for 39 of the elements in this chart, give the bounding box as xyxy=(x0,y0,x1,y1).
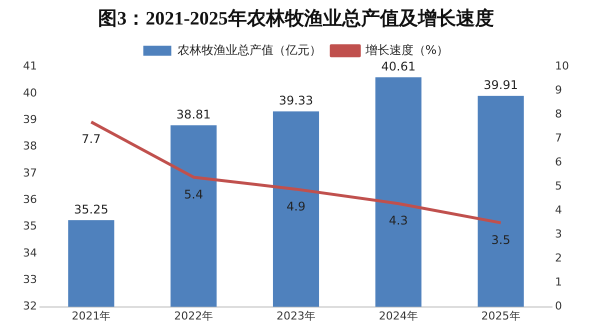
y2-tick-label: 6 xyxy=(555,156,562,169)
y-tick-label: 33 xyxy=(22,272,37,286)
y2-tick-label: 4 xyxy=(555,204,562,217)
x-tick-label: 2025年 xyxy=(481,309,520,322)
y2-tick-label: 2 xyxy=(555,252,562,265)
data-label: 38.81 xyxy=(176,107,211,122)
y2-tick-label: 8 xyxy=(555,108,562,121)
y-tick-label: 34 xyxy=(22,246,37,260)
y-tick-label: 39 xyxy=(22,112,37,126)
data-label: 3.5 xyxy=(491,232,510,247)
x-tick-label: 2022年 xyxy=(174,309,214,322)
y-tick-label: 37 xyxy=(22,166,37,180)
y2-tick-label: 0 xyxy=(555,300,562,313)
x-tick-label: 2021年 xyxy=(72,309,111,322)
x-tick-label: 2024年 xyxy=(378,309,418,322)
y-tick-label: 35 xyxy=(22,220,37,233)
y-tick-label: 38 xyxy=(22,140,37,153)
y-tick-label: 36 xyxy=(22,192,37,206)
data-label: 5.4 xyxy=(184,187,204,202)
y2-tick-label: 3 xyxy=(555,228,562,241)
legend-label: 农林牧渔业总产值（亿元） xyxy=(177,42,322,57)
legend-label: 增长速度（%） xyxy=(364,42,449,57)
y2-tick-label: 10 xyxy=(555,60,570,73)
x-tick-label: 2023年 xyxy=(276,309,316,322)
y2-tick-label: 7 xyxy=(555,132,562,145)
y2-tick-label: 9 xyxy=(555,84,562,97)
data-label: 35.25 xyxy=(74,202,108,216)
data-label: 40.61 xyxy=(381,59,416,74)
y-tick-label: 32 xyxy=(22,300,37,313)
data-label: 39.33 xyxy=(278,93,314,108)
y-tick-label: 40 xyxy=(22,86,37,100)
y-tick-label: 41 xyxy=(22,60,37,73)
chart-title: 图3：2021-2025年农林牧渔业总产值及增长速度 xyxy=(98,7,494,30)
data-label: 4.3 xyxy=(388,214,408,228)
data-label: 7.7 xyxy=(82,132,101,146)
y2-tick-label: 5 xyxy=(555,180,562,193)
data-label: 4.9 xyxy=(286,199,306,214)
data-label: 39.91 xyxy=(484,78,518,92)
y2-tick-label: 1 xyxy=(555,276,562,289)
